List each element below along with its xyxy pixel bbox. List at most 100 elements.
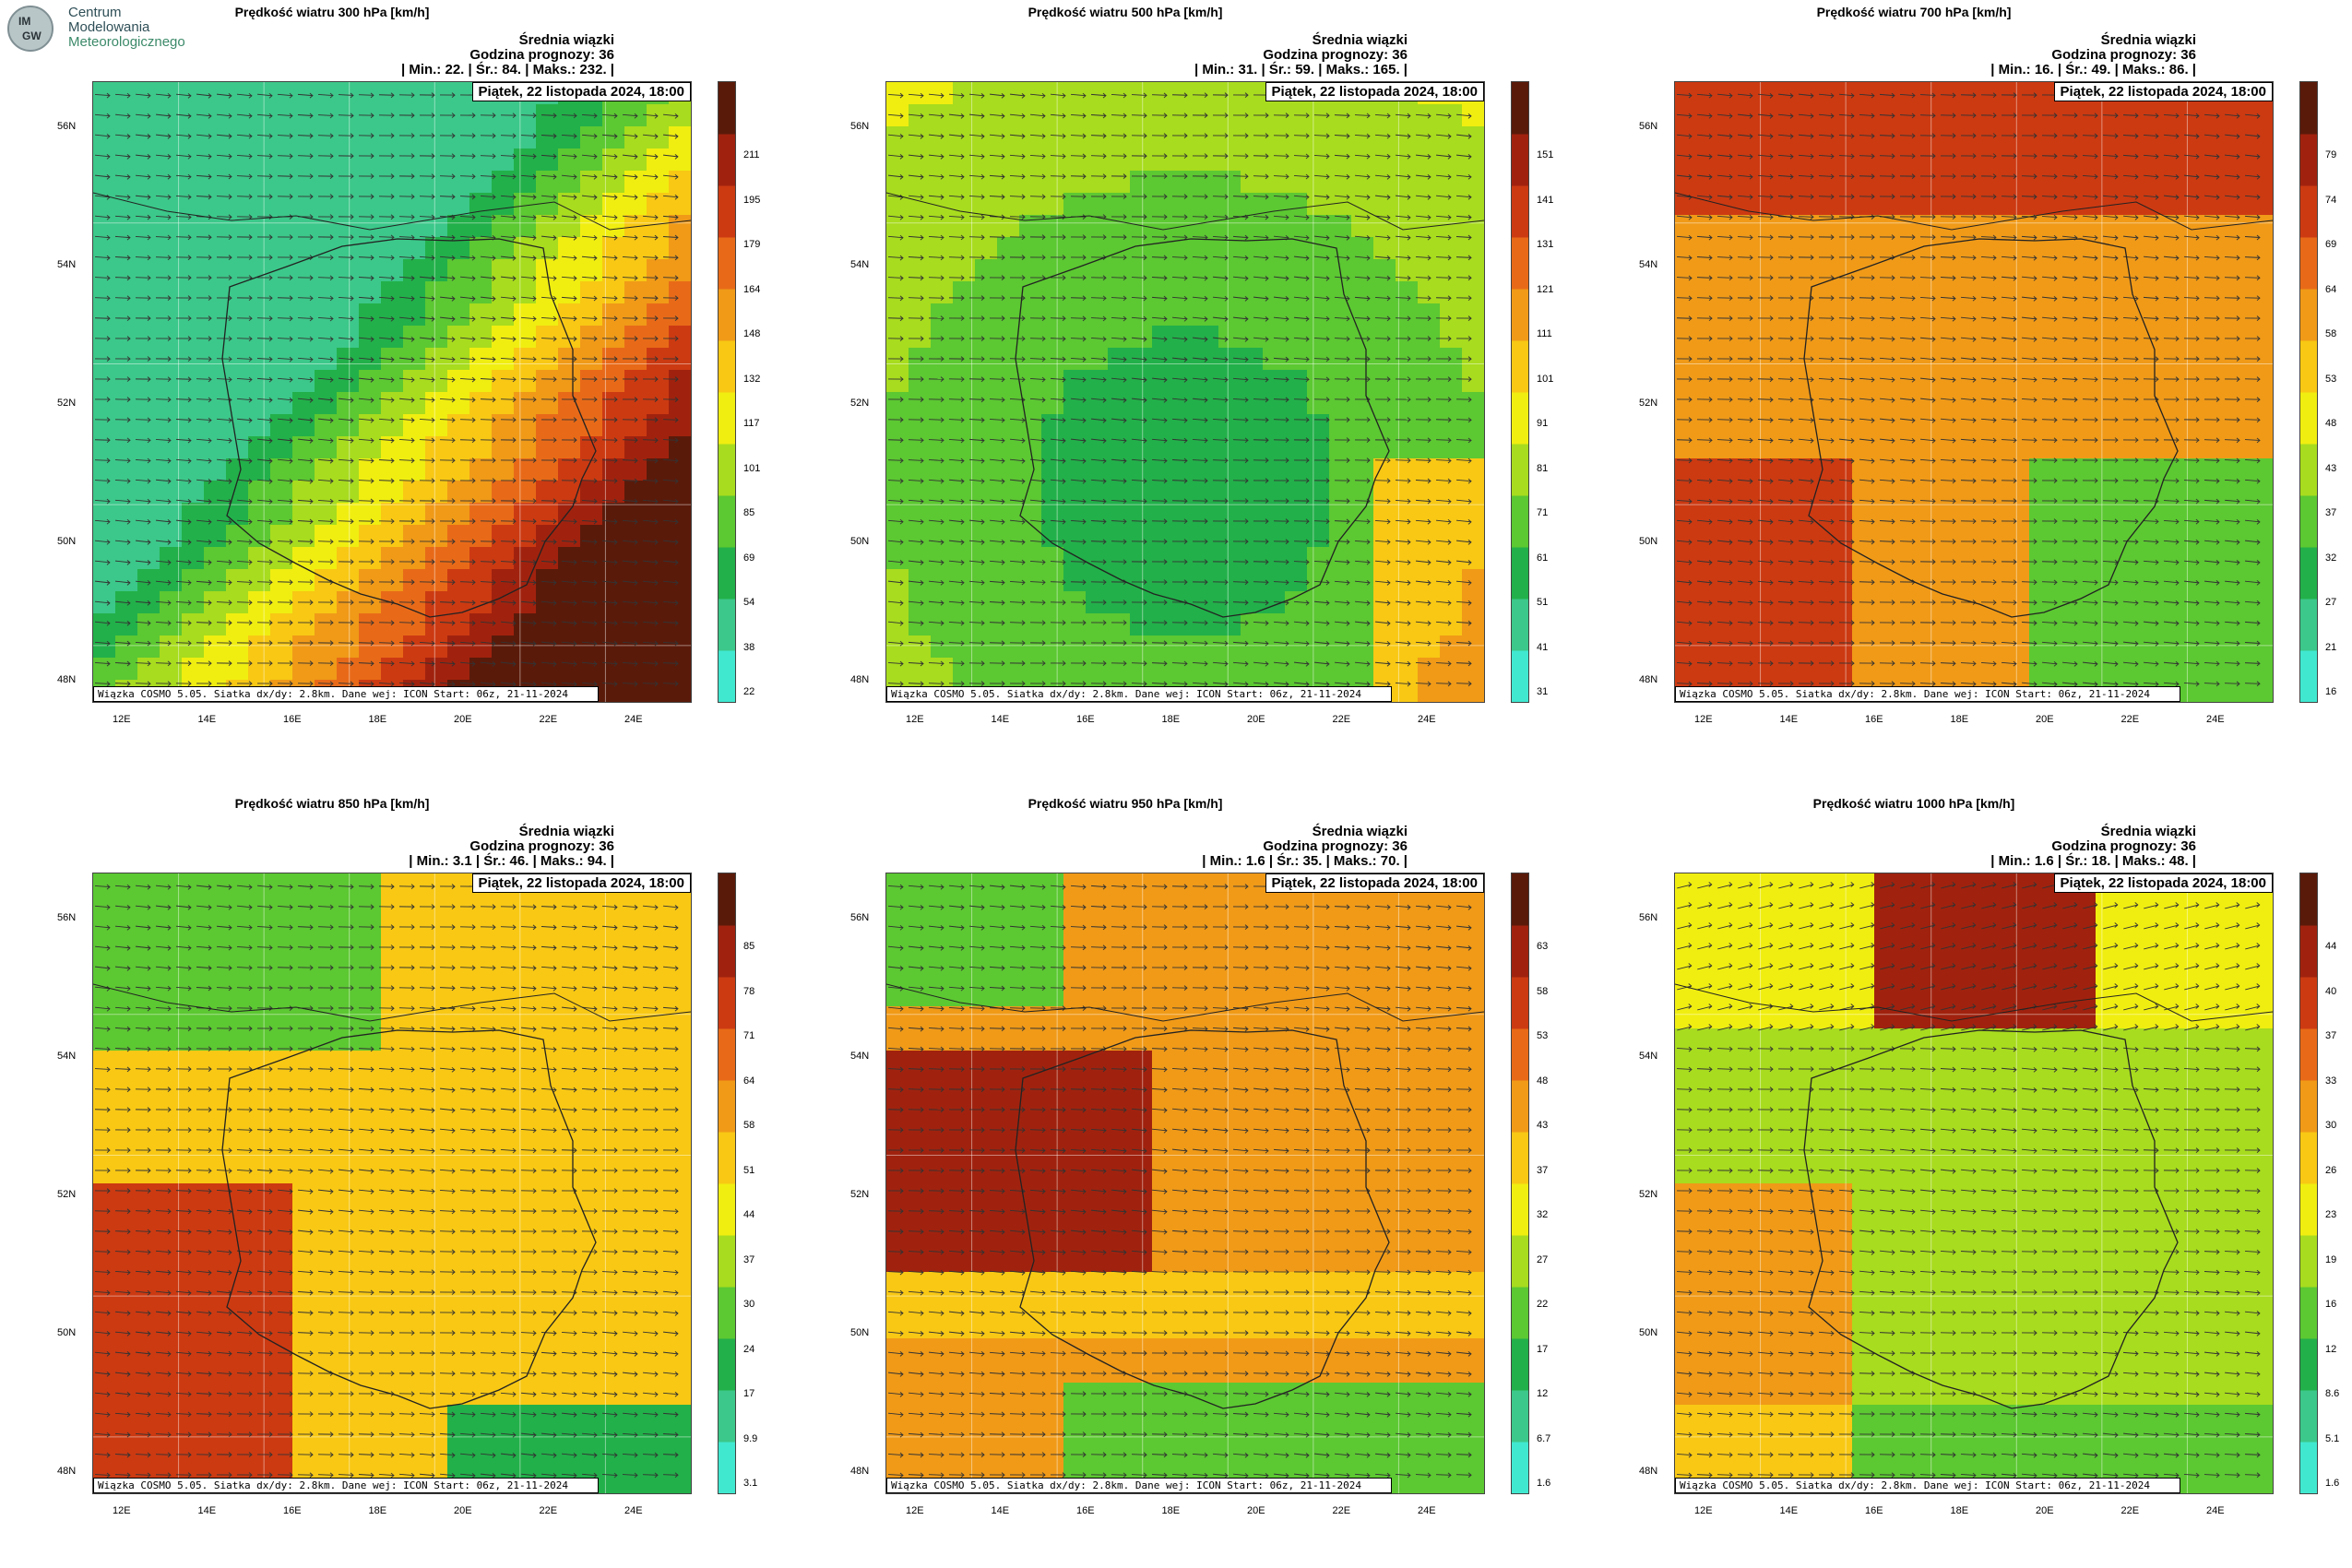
wind-arrow xyxy=(175,1290,192,1294)
wind-arrow xyxy=(1455,600,1472,604)
wind-arrow xyxy=(1374,905,1391,909)
wind-arrow xyxy=(561,174,577,178)
wind-arrow xyxy=(277,926,293,928)
wind-arrow xyxy=(520,1412,537,1416)
wind-arrow xyxy=(2082,398,2098,400)
wind-arrow xyxy=(561,154,577,158)
wind-arrow xyxy=(561,1027,577,1030)
wind-arrow xyxy=(1050,175,1066,177)
wind-arrow xyxy=(1961,1005,1976,1011)
wind-arrow xyxy=(94,255,111,259)
wind-arrow xyxy=(948,1250,965,1253)
wind-arrow xyxy=(948,1433,965,1435)
wind-arrow xyxy=(2122,1129,2139,1131)
wind-arrow xyxy=(1374,317,1391,319)
wind-arrow xyxy=(520,1473,537,1477)
wind-arrow xyxy=(1859,904,1874,909)
wind-arrow xyxy=(1293,1392,1310,1396)
colorbar-tick: 131 xyxy=(1537,239,1554,250)
logo-line1: Centrum xyxy=(68,5,122,20)
wind-arrow xyxy=(1253,1128,1269,1132)
wind-arrow xyxy=(928,1433,944,1435)
wind-arrow xyxy=(2062,924,2077,930)
wind-arrow xyxy=(1716,642,1733,644)
wind-arrow xyxy=(1879,93,1895,97)
wind-arrow xyxy=(439,1453,456,1456)
wind-arrow xyxy=(1374,1088,1391,1090)
wind-arrow xyxy=(277,561,293,563)
wind-arrow xyxy=(948,945,965,949)
wind-arrow xyxy=(1131,256,1147,258)
wind-arrow xyxy=(1696,499,1713,503)
wind-arrow xyxy=(2082,215,2098,219)
wind-arrow xyxy=(1818,499,1835,503)
wind-arrow xyxy=(155,134,172,137)
wind-arrow xyxy=(1232,1372,1249,1374)
wind-arrow xyxy=(928,945,944,949)
wind-arrow xyxy=(1758,924,1773,930)
colorbar-tick: 51 xyxy=(1537,597,1549,608)
wind-arrow xyxy=(1273,235,1289,239)
wind-arrow xyxy=(2244,1068,2261,1070)
wind-arrow xyxy=(989,580,1005,584)
wind-arrow xyxy=(662,1210,679,1212)
wind-arrow xyxy=(155,458,172,462)
wind-arrow xyxy=(297,317,314,319)
wind-arrow xyxy=(1737,458,1753,462)
wind-arrow xyxy=(2184,1005,2199,1011)
wind-arrow xyxy=(1070,357,1087,361)
map-area: Piątek, 22 listopada 2024, 18:00 Wiązka C… xyxy=(92,81,692,703)
wind-arrow xyxy=(378,1271,395,1273)
wind-arrow xyxy=(114,600,131,604)
wind-arrow xyxy=(2204,683,2220,684)
wind-arrow xyxy=(1374,1351,1391,1355)
colorbar-tick: 58 xyxy=(743,1120,755,1131)
wind-arrow xyxy=(439,398,456,401)
wind-arrow xyxy=(500,946,517,948)
wind-arrow xyxy=(968,419,985,421)
wind-arrow xyxy=(297,499,314,503)
wind-arrow xyxy=(1900,985,1915,991)
wind-arrow xyxy=(297,337,314,340)
wind-arrow xyxy=(1029,499,1046,503)
wind-arrow xyxy=(1879,377,1895,381)
wind-arrow xyxy=(908,1454,924,1455)
wind-arrow xyxy=(1334,1351,1350,1355)
wind-arrow xyxy=(1859,884,1874,889)
wind-arrow xyxy=(277,1311,293,1314)
wind-arrow xyxy=(540,1372,557,1375)
model-footer: Wiązka COSMO 5.05. Siatka dx/dy: 2.8km. … xyxy=(93,686,599,702)
wind-arrow xyxy=(2062,985,2077,991)
wind-arrow xyxy=(1171,1291,1188,1293)
wind-arrow xyxy=(601,925,618,929)
wind-arrow xyxy=(1131,114,1147,116)
wind-arrow xyxy=(642,1432,659,1436)
wind-arrow xyxy=(2102,337,2119,340)
wind-arrow xyxy=(581,1311,598,1314)
wind-arrow xyxy=(908,600,924,604)
colorbar-tick: 48 xyxy=(2325,418,2337,429)
wind-arrow xyxy=(1395,560,1411,564)
wind-arrow xyxy=(196,1270,212,1274)
wind-arrow xyxy=(216,216,232,218)
wind-arrow xyxy=(1435,580,1452,584)
lat-label: 56N xyxy=(57,912,77,923)
wind-arrow xyxy=(1374,1432,1391,1436)
colorbar xyxy=(1511,873,1529,1494)
wind-arrow xyxy=(581,297,598,299)
model-footer: Wiązka COSMO 5.05. Siatka dx/dy: 2.8km. … xyxy=(1675,686,2180,702)
colorbar-tick: 21 xyxy=(2325,641,2337,653)
wind-arrow xyxy=(1232,316,1249,320)
wind-arrow xyxy=(378,1087,395,1091)
wind-arrow xyxy=(1435,966,1452,969)
wind-arrow xyxy=(1192,1047,1208,1051)
wind-arrow xyxy=(2143,580,2159,584)
wind-arrow xyxy=(2184,944,2199,950)
wind-arrow xyxy=(175,1250,192,1253)
wind-arrow xyxy=(2082,316,2098,320)
wind-arrow xyxy=(500,296,517,300)
wind-arrow xyxy=(2103,1005,2118,1011)
wind-arrow xyxy=(1090,398,1107,401)
wind-arrow xyxy=(1919,418,1936,422)
wind-arrow xyxy=(1737,580,1753,584)
